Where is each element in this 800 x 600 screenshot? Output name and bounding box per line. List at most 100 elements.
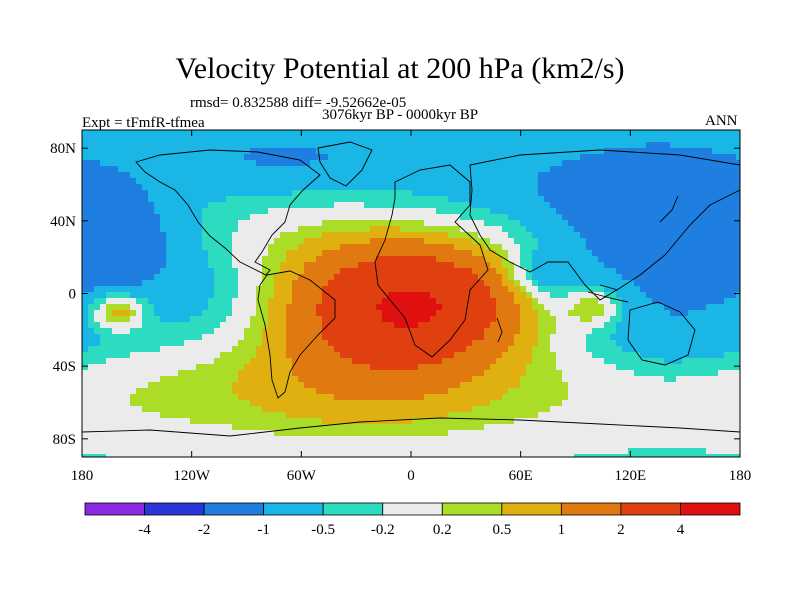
field-cell (706, 190, 713, 197)
field-cell (286, 400, 293, 407)
field-cell (652, 304, 659, 311)
field-cell (556, 316, 563, 323)
field-cell (280, 226, 287, 233)
field-cell (124, 304, 131, 311)
field-cell (316, 316, 323, 323)
field-cell (502, 214, 509, 221)
field-cell (670, 250, 677, 257)
field-cell (262, 226, 269, 233)
field-cell (346, 286, 353, 293)
field-cell (562, 382, 569, 389)
field-cell (700, 142, 707, 149)
field-cell (340, 166, 347, 173)
field-cell (646, 346, 653, 353)
field-cell (142, 154, 149, 161)
field-cell (118, 328, 125, 335)
field-cell (442, 190, 449, 197)
field-cell (730, 154, 737, 161)
field-cell (598, 256, 605, 263)
field-cell (574, 142, 581, 149)
field-cell (154, 226, 161, 233)
field-cell (388, 184, 395, 191)
field-cell (346, 352, 353, 359)
field-cell (586, 238, 593, 245)
field-cell (358, 388, 365, 395)
field-cell (430, 292, 437, 299)
field-cell (238, 142, 245, 149)
field-cell (238, 232, 245, 239)
field-cell (496, 244, 503, 251)
field-cell (526, 286, 533, 293)
field-cell (382, 322, 389, 329)
field-cell (646, 130, 653, 137)
field-cell (340, 298, 347, 305)
field-cell (616, 298, 623, 305)
field-cell (274, 244, 281, 251)
field-cell (268, 400, 275, 407)
field-cell (184, 388, 191, 395)
field-cell (736, 136, 740, 143)
field-cell (514, 148, 521, 155)
field-cell (622, 310, 629, 317)
field-cell (442, 394, 449, 401)
field-cell (682, 142, 689, 149)
field-cell (538, 172, 545, 179)
field-cell (448, 220, 455, 227)
field-cell (454, 382, 461, 389)
field-cell (610, 334, 617, 341)
field-cell (334, 202, 341, 209)
field-cell (256, 262, 263, 269)
field-cell (730, 274, 737, 281)
field-cell (304, 322, 311, 329)
field-cell (556, 340, 563, 347)
field-cell (130, 160, 137, 167)
field-cell (82, 238, 89, 245)
field-cell (640, 304, 647, 311)
field-cell (700, 160, 707, 167)
field-cell (616, 292, 623, 299)
field-cell (358, 340, 365, 347)
field-cell (370, 208, 377, 215)
field-cell (214, 268, 221, 275)
field-cell (328, 268, 335, 275)
field-cell (424, 262, 431, 269)
field-cell (412, 358, 419, 365)
field-cell (310, 346, 317, 353)
field-cell (274, 220, 281, 227)
field-cell (316, 382, 323, 389)
field-cell (274, 274, 281, 281)
field-cell (460, 286, 467, 293)
field-cell (184, 136, 191, 143)
field-cell (466, 322, 473, 329)
field-cell (358, 316, 365, 323)
field-cell (352, 286, 359, 293)
field-cell (406, 358, 413, 365)
field-cell (652, 388, 659, 395)
field-cell (568, 130, 575, 137)
field-cell (358, 160, 365, 167)
field-cell (148, 364, 155, 371)
field-cell (688, 250, 695, 257)
field-cell (472, 304, 479, 311)
field-cell (526, 172, 533, 179)
field-cell (346, 268, 353, 275)
field-cell (364, 340, 371, 347)
field-cell (646, 250, 653, 257)
field-cell (730, 394, 737, 401)
field-cell (694, 202, 701, 209)
field-cell (328, 376, 335, 383)
field-cell (424, 358, 431, 365)
field-cell (628, 184, 635, 191)
field-cell (190, 262, 197, 269)
field-cell (592, 352, 599, 359)
field-cell (286, 160, 293, 167)
field-cell (202, 190, 209, 197)
field-cell (490, 292, 497, 299)
field-cell (370, 286, 377, 293)
field-cell (514, 310, 521, 317)
field-cell (520, 322, 527, 329)
field-cell (400, 352, 407, 359)
field-cell (454, 376, 461, 383)
field-cell (334, 238, 341, 245)
field-cell (190, 298, 197, 305)
